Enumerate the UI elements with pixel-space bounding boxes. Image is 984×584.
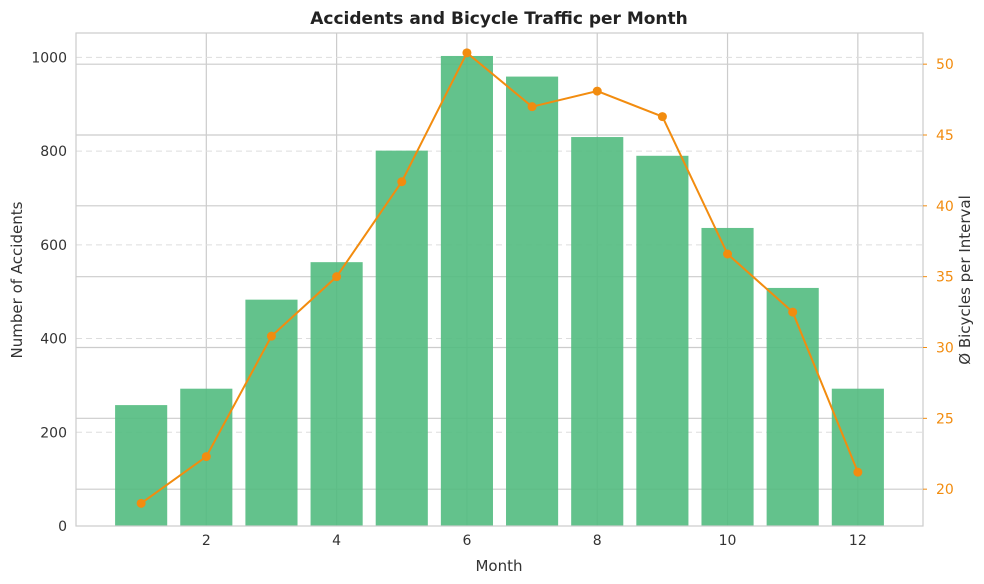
bar-month-10 (701, 227, 754, 527)
bar-month-7 (506, 76, 559, 526)
left-y-tick-label: 600 (40, 238, 67, 254)
left-y-tick-label: 1000 (31, 50, 67, 66)
x-tick-label: 2 (202, 533, 211, 549)
line-series (136, 48, 863, 508)
bicycle-line (140, 51, 859, 505)
left-y-ticks: 0 200 400 600 800 1000 (31, 50, 67, 535)
right-y-tick-label: 40 (936, 199, 954, 215)
bar-month-9 (636, 155, 689, 526)
line-point-month-4 (332, 272, 342, 282)
left-y-tick-label: 800 (40, 144, 67, 160)
line-point-month-2 (201, 452, 211, 462)
line-point-month-7 (527, 102, 537, 112)
bar-month-4 (310, 262, 363, 526)
line-point-month-1 (136, 498, 146, 508)
x-tick-label: 6 (462, 533, 471, 549)
x-axis-label: Month (475, 557, 522, 575)
right-y-tick-label: 35 (936, 270, 954, 286)
left-y-tick-label: 200 (40, 425, 67, 441)
right-y-ticks: 20 25 30 35 40 45 50 (923, 57, 954, 498)
left-y-tick-label: 0 (58, 519, 67, 535)
bar-month-6 (440, 55, 493, 527)
right-y-axis-label: Ø Bicycles per Interval (956, 195, 974, 365)
x-tick-label: 12 (849, 533, 867, 549)
bar-month-5 (375, 150, 428, 527)
x-tick-label: 8 (593, 533, 602, 549)
line-point-month-10 (723, 249, 733, 259)
right-y-tick-label: 20 (936, 482, 954, 498)
right-y-tick-label: 25 (936, 411, 954, 427)
right-y-tick-label: 45 (936, 128, 954, 144)
plot-frame (75, 32, 924, 527)
right-y-tick-label: 50 (936, 57, 954, 73)
bar-month-11 (766, 287, 819, 526)
bar-month-1 (115, 405, 168, 526)
line-point-month-12 (853, 467, 863, 477)
chart-title: Accidents and Bicycle Traffic per Month (310, 9, 688, 29)
bar-month-12 (831, 388, 884, 526)
bars (115, 55, 884, 527)
line-point-month-8 (592, 86, 602, 96)
right-y-tick-label: 30 (936, 341, 954, 357)
bar-month-8 (571, 137, 624, 526)
x-tick-label: 4 (332, 533, 341, 549)
left-y-axis-label: Number of Accidents (8, 201, 26, 358)
line-point-month-3 (266, 331, 276, 341)
left-y-tick-label: 400 (40, 332, 67, 348)
line-point-month-9 (657, 112, 667, 122)
line-point-month-5 (397, 177, 407, 187)
x-tick-label: 10 (719, 533, 737, 549)
line-point-month-11 (788, 307, 798, 317)
line-point-month-6 (462, 48, 472, 58)
x-ticks: 2 4 6 8 10 12 (202, 533, 867, 549)
